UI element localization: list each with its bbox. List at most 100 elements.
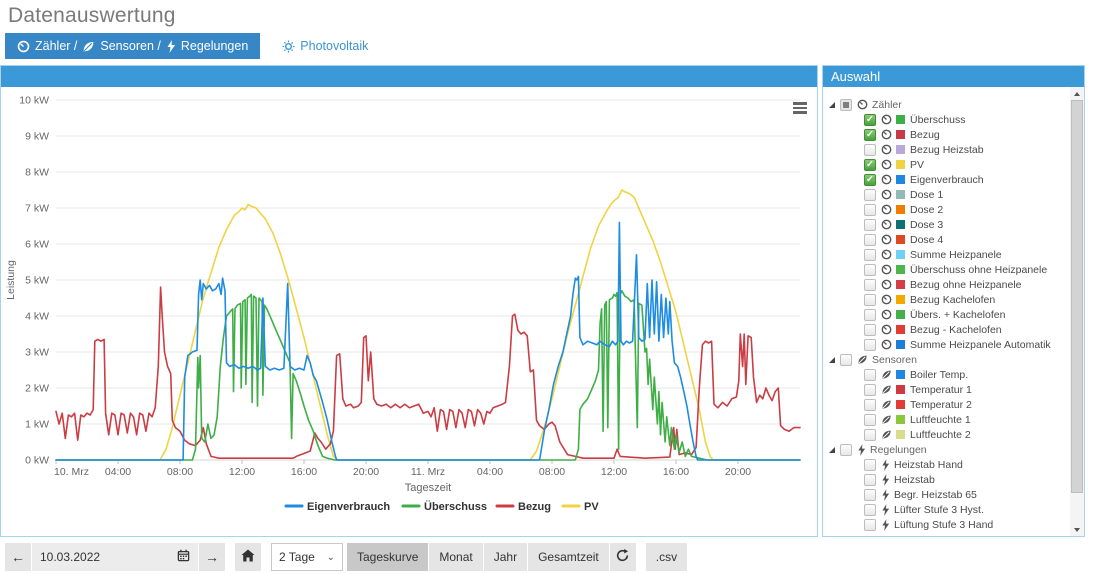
item-checkbox[interactable]: ✓	[864, 113, 876, 126]
item-checkbox[interactable]	[864, 473, 876, 486]
item-checkbox[interactable]	[864, 203, 876, 216]
sidebar-scrollbar[interactable]	[1070, 87, 1084, 536]
tree-item-row[interactable]: Bezug ohne Heizpanele	[823, 277, 1070, 292]
leaf-icon	[881, 429, 892, 440]
item-checkbox[interactable]	[864, 143, 876, 156]
tree-item-row[interactable]: Dose 3	[823, 217, 1070, 232]
group-label: Zähler	[872, 98, 902, 111]
tree-item-row[interactable]: Bezug - Kachelofen	[823, 322, 1070, 337]
item-checkbox[interactable]	[864, 308, 876, 321]
tree-item-row[interactable]: Temperatur 1	[823, 382, 1070, 397]
tree-item-row[interactable]: ✓ Bezug	[823, 127, 1070, 142]
calendar-icon[interactable]	[177, 549, 190, 565]
group-checkbox[interactable]	[840, 353, 852, 366]
gauge-icon	[881, 249, 892, 260]
tree-item-row[interactable]: Boiler Temp.	[823, 367, 1070, 382]
svg-text:Tageszeit: Tageszeit	[405, 482, 451, 494]
item-checkbox[interactable]	[864, 458, 876, 471]
tab-photovoltaik[interactable]: Photovoltaik	[270, 33, 381, 59]
item-checkbox[interactable]	[864, 338, 876, 351]
item-label: Eigenverbrauch	[910, 173, 984, 186]
chart-menu-icon[interactable]	[793, 102, 807, 116]
item-checkbox[interactable]	[864, 383, 876, 396]
tree-item-row[interactable]: Lüfter Stufe 3 Hyst.	[823, 502, 1070, 517]
view-button-tageskurve[interactable]: Tageskurve	[347, 543, 429, 571]
tree-item-row[interactable]: Begr. Heizstab 65	[823, 487, 1070, 502]
item-checkbox[interactable]	[864, 413, 876, 426]
range-select[interactable]: 2 Tage ⌄	[271, 543, 343, 571]
item-checkbox[interactable]: ✓	[864, 128, 876, 141]
item-checkbox[interactable]	[864, 218, 876, 231]
tree-item-row[interactable]: Luftfeuchte 2	[823, 427, 1070, 442]
group-checkbox[interactable]	[840, 98, 852, 111]
tree-group-row[interactable]: Zähler	[823, 97, 1070, 112]
main-area: 0 kW 1 kW 2 kW 3 kW 4 kW 5 kW 6 kW 7 kW 8 kW 9 kW…	[0, 65, 1100, 537]
item-checkbox[interactable]	[864, 428, 876, 441]
leaf-icon	[82, 40, 95, 53]
tree-item-row[interactable]: Summe Heizpanele Automatik	[823, 337, 1070, 352]
leaf-icon	[881, 414, 892, 425]
item-checkbox[interactable]	[864, 398, 876, 411]
gauge-icon	[881, 264, 892, 275]
scroll-up-button[interactable]	[1070, 87, 1084, 100]
item-checkbox[interactable]: ✓	[864, 173, 876, 186]
item-checkbox[interactable]	[864, 278, 876, 291]
item-label: Bezug Heizstab	[910, 143, 984, 156]
tree-item-row[interactable]: ✓ PV	[823, 157, 1070, 172]
tree-item-row[interactable]: Heizstab Hand	[823, 457, 1070, 472]
tree-item-row[interactable]: Luftfeuchte 1	[823, 412, 1070, 427]
tree-expander-icon[interactable]	[829, 446, 835, 453]
date-input[interactable]: 10.03.2022	[32, 543, 198, 571]
item-checkbox[interactable]	[864, 503, 876, 516]
tree-expander-icon[interactable]	[829, 356, 835, 363]
scroll-down-button[interactable]	[1070, 523, 1084, 536]
item-checkbox[interactable]	[864, 233, 876, 246]
item-checkbox[interactable]	[864, 263, 876, 276]
series-color-swatch	[896, 400, 905, 409]
scroll-thumb[interactable]	[1071, 100, 1083, 494]
item-checkbox[interactable]	[864, 518, 876, 531]
selection-title: Auswahl	[831, 69, 881, 84]
item-checkbox[interactable]: ✓	[864, 158, 876, 171]
csv-export-button[interactable]: .csv	[645, 543, 688, 571]
tree-item-row[interactable]: Bezug Kachelofen	[823, 292, 1070, 307]
tree-item-row[interactable]: Heizstab	[823, 472, 1070, 487]
series-color-swatch	[896, 235, 905, 244]
view-button-gesamtzeit[interactable]: Gesamtzeit	[528, 543, 609, 571]
item-checkbox[interactable]	[864, 248, 876, 261]
tree-item-row[interactable]: ✓ Eigenverbrauch	[823, 172, 1070, 187]
item-checkbox[interactable]	[864, 488, 876, 501]
prev-period-button[interactable]: ←	[5, 543, 31, 571]
svg-text:11. Mrz: 11. Mrz	[411, 466, 445, 478]
scroll-track[interactable]	[1071, 100, 1083, 523]
tree-item-row[interactable]: Übers. + Kachelofen	[823, 307, 1070, 322]
tree-item-row[interactable]: Dose 2	[823, 202, 1070, 217]
item-checkbox[interactable]	[864, 188, 876, 201]
tree-item-row[interactable]: Temperatur 2	[823, 397, 1070, 412]
chart-panel-header	[1, 66, 817, 87]
refresh-button[interactable]	[609, 543, 636, 571]
view-button-monat[interactable]: Monat	[429, 543, 483, 571]
item-checkbox[interactable]	[864, 368, 876, 381]
item-checkbox[interactable]	[864, 323, 876, 336]
tree-item-row[interactable]: Bezug Heizstab	[823, 142, 1070, 157]
tree-item-row[interactable]: Dose 1	[823, 187, 1070, 202]
tree-item-row[interactable]: Lüftung Stufe 3 Hand	[823, 517, 1070, 532]
svg-text:3 kW: 3 kW	[25, 347, 49, 359]
item-checkbox[interactable]	[864, 293, 876, 306]
arrow-left-icon: ←	[11, 549, 25, 565]
item-label: Übers. + Kachelofen	[910, 308, 1006, 321]
tree-item-row[interactable]: Überschuss ohne Heizpanele	[823, 262, 1070, 277]
tree-group-row[interactable]: Sensoren	[823, 352, 1070, 367]
tree-item-row[interactable]: Summe Heizpanele	[823, 247, 1070, 262]
next-period-button[interactable]: →	[199, 543, 225, 571]
tab-zaehler-sensoren-regelungen[interactable]: Zähler / Sensoren / Regelungen	[5, 33, 261, 59]
selection-body: Zähler ✓ Überschuss ✓ Bezug Bezug Heizstab ✓ PV…	[823, 87, 1084, 536]
home-button[interactable]	[235, 543, 261, 571]
tree-group-row[interactable]: Regelungen	[823, 442, 1070, 457]
view-button-jahr[interactable]: Jahr	[483, 543, 528, 571]
tree-item-row[interactable]: Dose 4	[823, 232, 1070, 247]
tree-item-row[interactable]: ✓ Überschuss	[823, 112, 1070, 127]
tree-expander-icon[interactable]	[829, 101, 835, 108]
group-checkbox[interactable]	[840, 443, 852, 456]
